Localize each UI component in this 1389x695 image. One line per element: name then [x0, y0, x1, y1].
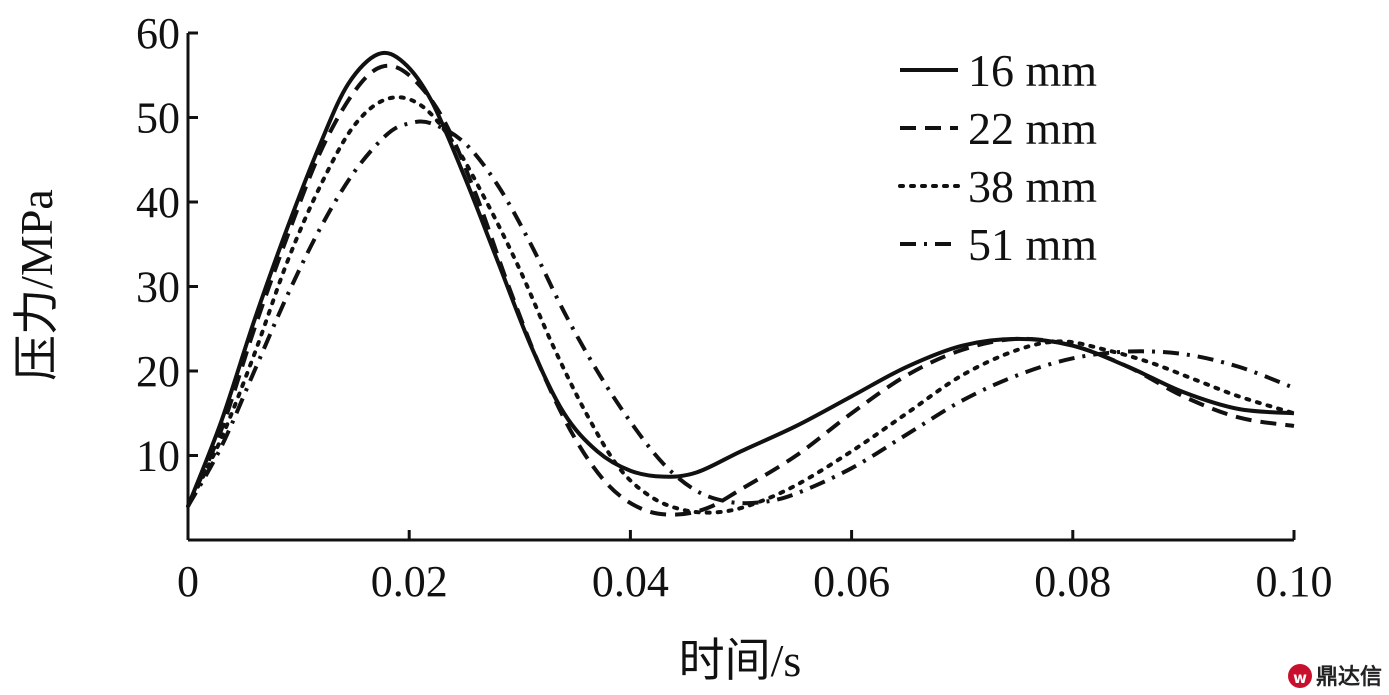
axes — [186, 33, 1294, 542]
x-axis-label: 时间/s — [679, 635, 802, 686]
watermark: w 鼎达信 — [1288, 664, 1382, 690]
y-tick-label: 40 — [136, 178, 180, 227]
x-tick-label: 0.08 — [1034, 557, 1111, 606]
series-line-51-mm — [186, 119, 1295, 508]
legend-label: 22 mm — [968, 103, 1097, 154]
series-line-38-mm — [186, 95, 1296, 515]
x-tick-label: 0 — [177, 557, 199, 606]
series-group — [186, 50, 1296, 517]
ticks: 0 0.02 0.04 0.06 0.08 0.10 10 20 30 40 50 60 — [136, 9, 1333, 606]
y-tick-label: 60 — [136, 9, 180, 58]
legend: 16 mm 22 mm 38 mm 51 mm — [898, 45, 1097, 270]
y-tick-label: 30 — [136, 263, 180, 312]
y-tick-label: 20 — [136, 347, 180, 396]
svg-text:w: w — [1293, 669, 1307, 687]
legend-label: 51 mm — [968, 219, 1097, 270]
x-tick-label: 0.06 — [813, 557, 890, 606]
legend-label: 38 mm — [968, 161, 1097, 212]
series-line-22-mm — [186, 63, 1295, 517]
x-tick-label: 0.04 — [592, 557, 669, 606]
series-line-16-mm — [186, 50, 1295, 507]
wanfang-logo-icon — [1288, 664, 1312, 688]
legend-label: 16 mm — [968, 45, 1097, 96]
y-tick-label: 50 — [136, 94, 180, 143]
x-tick-label: 0.10 — [1256, 557, 1333, 606]
x-tick-label: 0.02 — [371, 557, 448, 606]
y-tick-label: 10 — [136, 432, 180, 481]
y-axis-label: 压力/MPa — [11, 189, 62, 381]
watermark-text: 鼎达信 — [1316, 664, 1382, 690]
